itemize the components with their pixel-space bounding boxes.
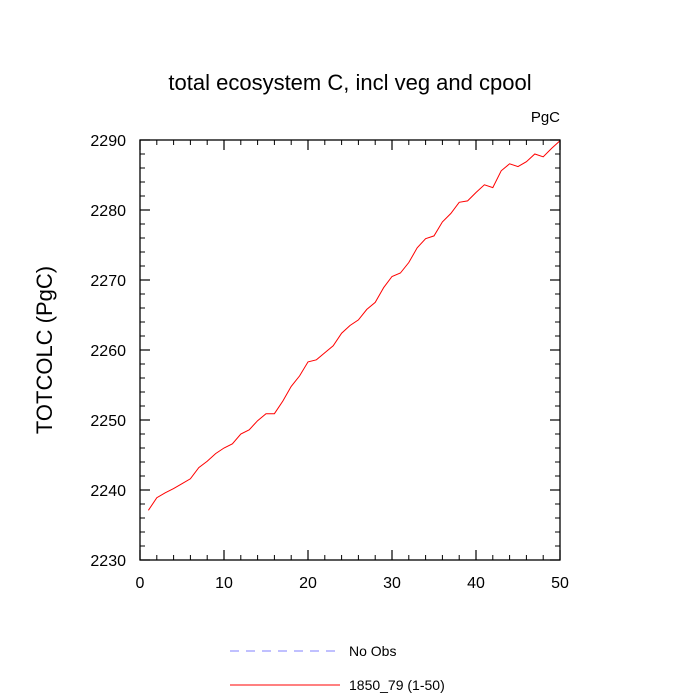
x-tick-label: 30: [383, 575, 401, 592]
y-tick-label: 2230: [90, 553, 126, 570]
y-axis-label: TOTCOLC (PgC): [32, 266, 57, 434]
units-label: PgC: [531, 109, 560, 126]
series-group: [147, 140, 561, 511]
axis-ticks: 0 10 20 30 40 50 2230 2240 2250 2260 2270 2280 2290: [90, 133, 569, 592]
legend: No Obs 1850_79 (1-50): [230, 643, 445, 693]
y-tick-label: 2260: [90, 343, 126, 360]
chart-title: total ecosystem C, incl veg and cpool: [168, 70, 531, 95]
y-tick-label: 2250: [90, 413, 126, 430]
y-tick-label: 2240: [90, 483, 126, 500]
legend-label: 1850_79 (1-50): [349, 677, 445, 693]
x-tick-label: 40: [467, 575, 485, 592]
y-tick-label: 2280: [90, 203, 126, 220]
x-tick-label: 0: [136, 575, 145, 592]
x-tick-label: 50: [551, 575, 569, 592]
plot-frame: [139, 139, 561, 561]
x-tick-label: 10: [215, 575, 233, 592]
y-tick-label: 2290: [90, 133, 126, 150]
series-line: [147, 140, 561, 511]
legend-label: No Obs: [349, 643, 396, 659]
y-tick-label: 2270: [90, 273, 126, 290]
x-tick-label: 20: [299, 575, 317, 592]
